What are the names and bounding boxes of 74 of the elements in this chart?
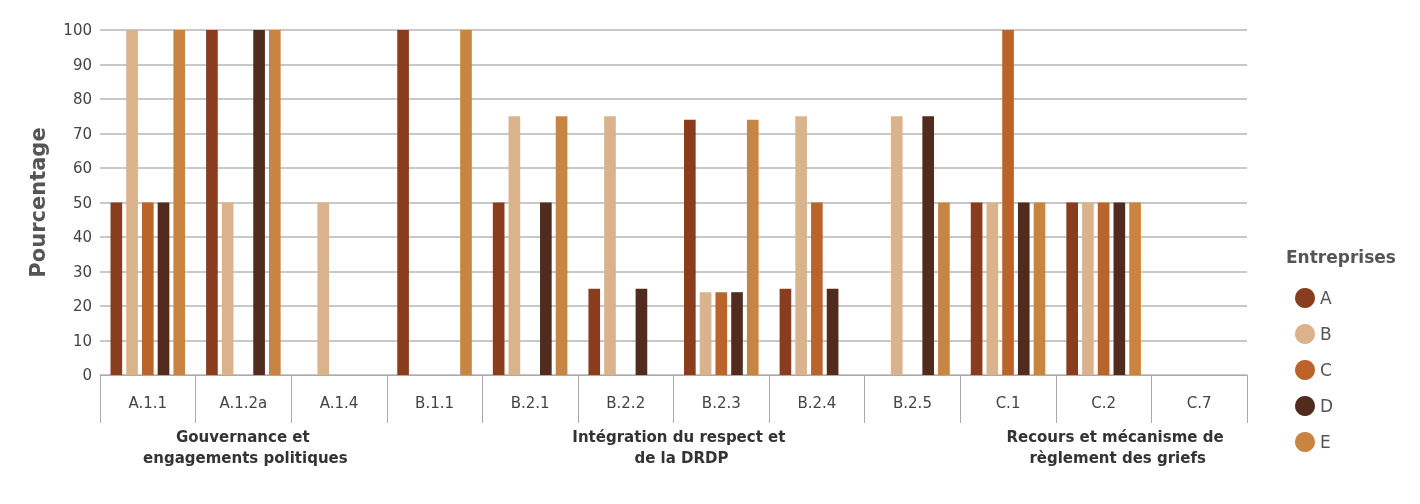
bar	[588, 288, 601, 375]
bar	[508, 116, 521, 375]
text: Recours et mécanisme de règlement des griefs	[1006, 427, 1229, 467]
y-tick-label: 80	[72, 90, 92, 108]
bar	[970, 202, 983, 375]
bar	[126, 30, 138, 375]
bar	[1033, 202, 1046, 375]
bar	[938, 202, 950, 375]
x-tick-label: B.2.3	[701, 393, 741, 412]
bar	[731, 292, 743, 375]
y-tick-label: 100	[63, 21, 92, 39]
bar	[779, 288, 792, 375]
legend-label: D	[1320, 396, 1334, 416]
bar	[922, 116, 935, 375]
bar	[141, 202, 154, 375]
bar	[460, 30, 472, 375]
x-tick-label: B.2.4	[797, 393, 837, 412]
bar	[173, 30, 186, 375]
x-tick-label: C.2	[1091, 393, 1117, 412]
y-tick-label: 90	[72, 55, 92, 74]
bar	[890, 116, 903, 375]
legend-label: E	[1320, 432, 1331, 452]
bar	[746, 119, 759, 375]
y-tick-label: 30	[72, 262, 92, 281]
text: Gouvernance et engagements politiques	[143, 427, 348, 467]
legend-label: B	[1320, 324, 1332, 344]
x-tick-label: A.1.1	[128, 393, 168, 412]
bar	[157, 202, 170, 375]
bar	[1082, 202, 1094, 375]
bar	[699, 292, 712, 375]
y-tick-label: 60	[72, 159, 92, 177]
bar	[221, 202, 234, 375]
legend-label: C	[1320, 360, 1332, 380]
bar	[1129, 202, 1141, 375]
bar	[1066, 202, 1078, 375]
bar	[206, 30, 218, 375]
x-tick-label: C.1	[995, 393, 1021, 412]
bar	[253, 30, 265, 375]
bar	[110, 202, 123, 375]
bar	[555, 116, 568, 375]
y-axis-title: Pourcentage	[25, 127, 50, 278]
bar	[1017, 202, 1030, 375]
text: Intégration du respect et de la DRDP	[572, 427, 791, 467]
bar	[269, 30, 281, 375]
bar	[715, 292, 728, 375]
x-tick-label: A.1.2a	[219, 393, 268, 412]
bar	[604, 116, 616, 375]
x-tick-label: B.2.1	[510, 393, 550, 412]
bar	[795, 116, 807, 375]
bar	[1113, 202, 1126, 375]
x-tick-label: B.2.2	[606, 393, 646, 412]
bar	[986, 202, 999, 375]
x-tick-label: B.1.1	[415, 393, 454, 412]
y-tick-label: 50	[72, 193, 92, 212]
bar	[540, 202, 552, 375]
bar	[826, 288, 839, 375]
bar	[317, 202, 330, 375]
bar	[684, 119, 696, 375]
bar	[1002, 30, 1014, 375]
y-tick-label: 0	[82, 366, 92, 384]
y-tick-label: 10	[72, 331, 92, 350]
y-tick-label: 20	[72, 297, 92, 315]
y-tick-label: 40	[72, 228, 92, 246]
bar	[1097, 202, 1110, 375]
bar	[811, 202, 823, 375]
bar	[635, 288, 648, 375]
y-tick-label: 70	[72, 124, 92, 143]
x-tick-label: C.7	[1186, 393, 1212, 412]
legend-label: A	[1320, 288, 1332, 308]
x-tick-label: A.1.4	[319, 393, 359, 412]
bar	[397, 30, 409, 375]
bar	[492, 202, 505, 375]
x-tick-label: B.2.5	[893, 393, 932, 412]
legend-title: Entreprises	[1286, 246, 1396, 267]
